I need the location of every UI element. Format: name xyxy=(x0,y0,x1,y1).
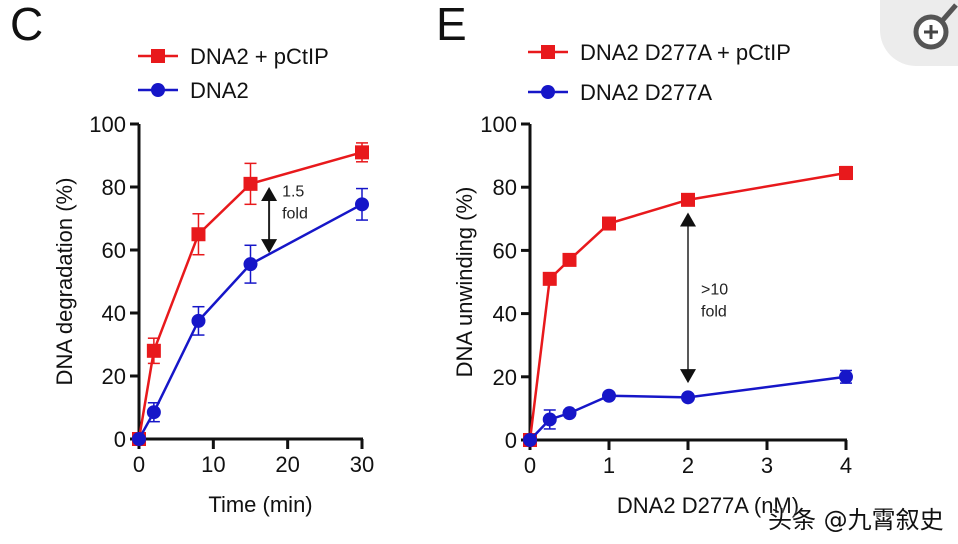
data-point xyxy=(839,165,853,180)
legend-label: DNA2 D277A + pCtIP xyxy=(580,40,791,65)
data-point xyxy=(681,390,695,405)
x-axis-label: Time (min) xyxy=(208,492,312,517)
data-point xyxy=(602,388,616,403)
y-tick-label: 0 xyxy=(505,428,517,453)
y-tick-label: 20 xyxy=(102,364,126,389)
x-tick-label: 3 xyxy=(761,453,773,478)
x-tick-label: 1 xyxy=(603,453,615,478)
y-tick-label: 80 xyxy=(102,175,126,200)
data-point xyxy=(355,145,369,160)
data-point xyxy=(355,197,369,212)
series-line xyxy=(137,203,363,440)
fold-arrow-head-down xyxy=(680,369,696,384)
y-axis-label: DNA unwinding (%) xyxy=(452,187,477,378)
y-axis-label: DNA degradation (%) xyxy=(52,178,77,386)
y-tick-label: 100 xyxy=(480,112,517,137)
legend-marker xyxy=(151,49,165,63)
series-line xyxy=(528,171,847,441)
series-line xyxy=(529,375,847,441)
fold-annotation-text: 1.5 xyxy=(282,183,304,200)
x-tick-label: 0 xyxy=(524,453,536,478)
legend-label: DNA2 D277A xyxy=(580,80,712,105)
fold-annotation-text: fold xyxy=(701,304,727,321)
data-point xyxy=(191,313,206,328)
fold-arrow-head-down xyxy=(261,239,278,254)
data-point xyxy=(839,369,853,384)
y-tick-label: 40 xyxy=(493,302,517,327)
data-point xyxy=(191,227,206,242)
y-tick-label: 0 xyxy=(114,427,126,452)
fold-arrow-head-up xyxy=(261,187,278,201)
zoom-in-icon xyxy=(913,3,958,50)
y-tick-label: 60 xyxy=(493,238,517,263)
data-point xyxy=(562,252,577,267)
legend-marker xyxy=(541,45,555,59)
panel-letter-e: E xyxy=(436,0,467,50)
x-tick-label: 20 xyxy=(275,452,299,477)
legend-marker xyxy=(151,83,165,97)
legend-label: DNA2 + pCtIP xyxy=(190,44,329,69)
x-tick-label: 10 xyxy=(201,452,225,477)
panel-letter-c: C xyxy=(10,0,43,50)
y-tick-label: 40 xyxy=(102,301,126,326)
data-point xyxy=(542,271,557,286)
data-point xyxy=(523,433,537,447)
fold-annotation-text: fold xyxy=(282,205,308,222)
data-point xyxy=(562,406,577,421)
data-point xyxy=(681,192,695,207)
legend-label: DNA2 xyxy=(190,78,249,103)
data-point xyxy=(602,216,616,231)
fold-arrow-head-up xyxy=(680,212,696,227)
data-point xyxy=(146,343,161,358)
data-point xyxy=(243,176,258,191)
data-point xyxy=(243,257,258,272)
fold-annotation-text: >10 xyxy=(701,282,728,299)
y-tick-label: 60 xyxy=(102,238,126,263)
zoom-in-button[interactable] xyxy=(880,0,958,66)
data-point xyxy=(132,432,146,446)
data-point xyxy=(542,412,557,427)
data-point xyxy=(146,405,161,420)
y-tick-label: 100 xyxy=(89,112,126,137)
y-tick-label: 80 xyxy=(493,175,517,200)
legend-marker xyxy=(541,85,555,99)
x-tick-label: 2 xyxy=(682,453,694,478)
y-tick-label: 20 xyxy=(493,365,517,390)
x-tick-label: 30 xyxy=(350,452,374,477)
x-tick-label: 4 xyxy=(840,453,852,478)
watermark: 头条 @九霄叙史 xyxy=(768,506,944,534)
x-axis-label: DNA2 D277A (nM) xyxy=(617,493,799,518)
x-tick-label: 0 xyxy=(133,452,145,477)
